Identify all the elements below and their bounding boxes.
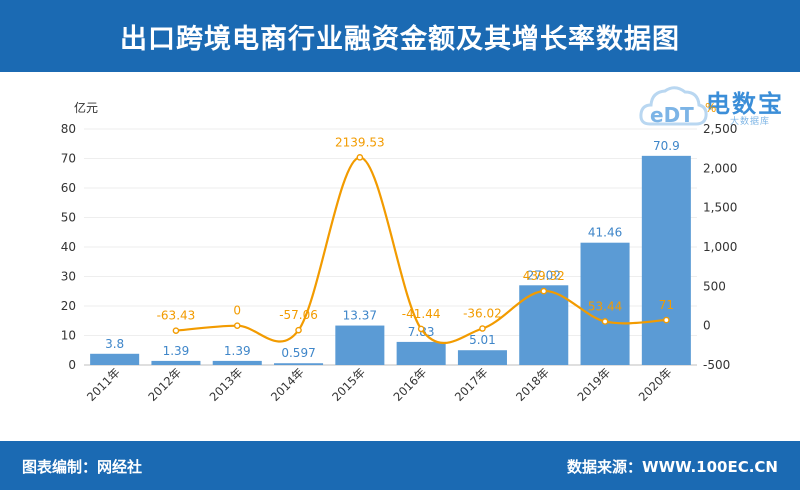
y-tick-label: 80 [61, 122, 76, 136]
bar [151, 360, 201, 365]
line-value-label: -57.06 [279, 308, 318, 322]
bar-value-label: 70.9 [653, 139, 680, 153]
y-tick-label: 40 [61, 240, 76, 254]
y-right-tick-label: 1,000 [703, 240, 737, 254]
cloud-logo-icon: eDT [639, 86, 708, 127]
line-point [233, 322, 241, 329]
combo-chart: 0 10 20 30 40 50 60 70 80 -500 0 500 1,000 1,500 2,000… [61, 100, 738, 404]
bar-value-label: 13.37 [343, 309, 377, 323]
x-tick-label: 2012年 [145, 365, 184, 404]
line-point [540, 287, 548, 295]
y-tick-label: 50 [61, 211, 76, 225]
footer-credit: 图表编制：网经社 [22, 458, 143, 476]
footer: 图表编制：网经社 数据来源：WWW.100EC.CN [0, 441, 800, 490]
logo-subtitle: 大数据库 [730, 117, 771, 127]
growth-rate-line [175, 156, 667, 345]
x-tick-label: 2015年 [329, 365, 368, 404]
bar-value-label: 27.02 [527, 268, 561, 282]
line-value-label: 53.44 [588, 299, 622, 313]
footer-source: 数据来源：WWW.100EC.CN [567, 458, 778, 476]
bar [274, 363, 324, 365]
bar-value-label: 5.01 [469, 333, 496, 347]
line-point [172, 327, 180, 334]
y-tick-label: 0 [68, 358, 76, 372]
y-right-tick-label: 1,500 [703, 201, 737, 215]
x-tick-label: 2017年 [452, 365, 491, 404]
x-tick-label: 2014年 [268, 365, 307, 404]
line-point [479, 325, 486, 332]
y-right-tick-label: 2,500 [703, 122, 737, 136]
bar [580, 242, 630, 365]
bar [641, 155, 691, 365]
chart-title: 出口跨境电商行业融资金额及其增长率数据图 [120, 23, 680, 55]
y-right-tick-label: 2,000 [703, 161, 737, 175]
bar-value-label: 3.8 [105, 337, 124, 351]
line-value-label: 0 [233, 304, 241, 318]
bar [90, 353, 140, 365]
line-point [601, 318, 609, 325]
line-point [663, 316, 670, 324]
x-tick-label: 2020年 [636, 365, 675, 404]
logo-mark-text: eDT [650, 103, 694, 127]
chart-header: 出口跨境电商行业融资金额及其增长率数据图 [0, 0, 800, 72]
y-right-tick-label: -500 [703, 358, 730, 372]
y-right-tick-label: 0 [703, 319, 711, 333]
line-point [417, 325, 425, 333]
line-value-label: -36.02 [463, 307, 502, 321]
line-value-label: -63.43 [157, 309, 196, 323]
line-value-label: 71 [659, 298, 674, 312]
line-value-label: 2139.53 [335, 135, 385, 149]
x-tick-label: 2016年 [391, 365, 430, 404]
bar [519, 285, 569, 365]
x-tick-label: 2011年 [84, 365, 123, 404]
line-point [295, 326, 302, 334]
y-tick-label: 30 [61, 270, 76, 284]
bar [396, 341, 446, 365]
y-right-axis-title: % [705, 101, 716, 115]
y-tick-label: 70 [61, 152, 76, 166]
bar-value-label: 41.46 [588, 226, 622, 240]
line-point [356, 154, 364, 161]
y-tick-label: 60 [61, 181, 76, 195]
x-tick-label: 2018年 [513, 365, 552, 404]
line-value-label: -41.44 [402, 307, 441, 321]
x-tick-label: 2019年 [574, 365, 613, 404]
bar-value-label: 1.39 [224, 344, 251, 358]
bar [457, 350, 507, 365]
y-axis-title: 亿元 [74, 100, 98, 115]
y-tick-label: 20 [61, 299, 76, 313]
y-tick-label: 10 [61, 329, 76, 343]
bar [212, 360, 262, 365]
x-tick-label: 2013年 [207, 365, 246, 404]
bar-value-label: 0.597 [281, 346, 315, 360]
line-value-label: 439.32 [523, 269, 565, 283]
bar [335, 325, 385, 365]
bar-value-label: 1.39 [163, 344, 190, 358]
logo-brand: 电数宝 [706, 90, 784, 118]
y-right-tick-label: 500 [703, 279, 726, 293]
logo: eDT 电数宝 大数据库 [636, 78, 796, 134]
